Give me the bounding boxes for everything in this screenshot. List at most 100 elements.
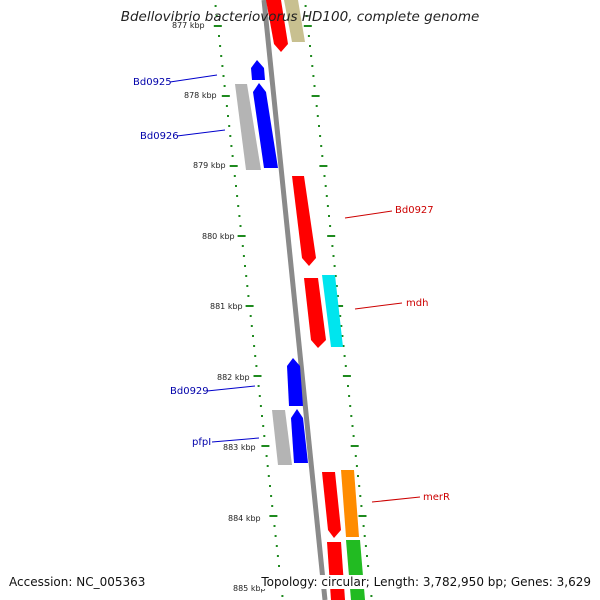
- minor-tick: [349, 405, 352, 407]
- minor-tick: [261, 415, 263, 417]
- minor-tick: [253, 345, 256, 347]
- minor-tick: [230, 145, 233, 147]
- accession-text: Accession: NC_005363: [8, 575, 147, 589]
- gene-arrow[interactable]: [327, 542, 345, 600]
- minor-tick: [219, 45, 222, 47]
- minor-tick: [348, 395, 351, 397]
- minor-tick: [267, 475, 270, 477]
- minor-tick: [323, 175, 326, 177]
- minor-tick: [265, 455, 268, 457]
- minor-tick: [222, 75, 225, 77]
- minor-tick: [354, 455, 357, 457]
- minor-tick: [239, 225, 242, 227]
- gene-label-pfpi[interactable]: pfpI: [192, 437, 211, 448]
- scale-label-879: 879 kbp: [193, 161, 226, 170]
- gene-arrow[interactable]: [322, 275, 343, 347]
- minor-tick: [355, 465, 358, 467]
- minor-tick: [273, 525, 276, 527]
- minor-tick: [357, 475, 359, 477]
- gene-label-bd0929[interactable]: Bd0929: [170, 386, 209, 397]
- minor-tick: [275, 545, 278, 547]
- minor-tick: [360, 505, 363, 507]
- major-tick: [213, 25, 222, 27]
- gene-arrow[interactable]: [251, 60, 265, 80]
- gene-arrow[interactable]: [266, 0, 288, 52]
- minor-tick: [244, 265, 246, 267]
- minor-tick: [238, 215, 241, 217]
- gene-label-mdh[interactable]: mdh: [406, 298, 428, 309]
- minor-tick: [343, 355, 346, 357]
- minor-tick-track-right: [303, 5, 375, 597]
- minor-tick: [350, 415, 353, 417]
- major-tick: [335, 305, 344, 307]
- minor-tick: [271, 505, 274, 507]
- minor-tick: [274, 535, 277, 537]
- scale-label-882: 882 kbp: [217, 373, 250, 382]
- minor-tick: [229, 135, 232, 137]
- minor-tick: [326, 205, 329, 207]
- minor-tick: [270, 495, 273, 497]
- major-tick: [358, 515, 367, 517]
- gene-arrow[interactable]: [292, 176, 316, 266]
- minor-tick: [315, 105, 318, 107]
- gene-label-bd0927[interactable]: Bd0927: [395, 205, 434, 216]
- minor-tick: [249, 315, 252, 317]
- scale-label-881: 881 kbp: [210, 302, 243, 311]
- minor-tick: [358, 485, 361, 487]
- minor-tick: [246, 285, 249, 287]
- minor-tick: [329, 225, 332, 227]
- minor-tick: [254, 355, 257, 357]
- gene-arrow[interactable]: [284, 0, 305, 42]
- minor-tick: [228, 125, 231, 127]
- gene-arrow[interactable]: [272, 410, 292, 465]
- gene-arrow[interactable]: [322, 472, 341, 538]
- minor-tick: [281, 595, 284, 597]
- gene-features: [235, 0, 365, 600]
- minor-tick: [227, 115, 229, 117]
- minor-tick: [241, 245, 244, 247]
- minor-tick: [367, 565, 370, 567]
- minor-tick: [366, 555, 368, 557]
- gene-arrow[interactable]: [346, 540, 365, 600]
- major-tick: [253, 375, 262, 377]
- gene-arrow[interactable]: [235, 84, 261, 170]
- scale-label-884: 884 kbp: [228, 514, 261, 523]
- minor-tick: [236, 195, 239, 197]
- gene-arrow[interactable]: [304, 278, 326, 348]
- genome-title: Bdellovibrio bacteriovorus HD100, comple…: [120, 9, 480, 25]
- minor-tick: [225, 105, 228, 107]
- minor-tick: [340, 325, 343, 327]
- major-tick: [303, 25, 312, 27]
- minor-tick: [263, 435, 266, 437]
- major-tick: [327, 235, 336, 237]
- minor-tick: [331, 245, 334, 247]
- minor-tick: [266, 465, 269, 467]
- gene-label-bd0925[interactable]: Bd0925: [133, 77, 172, 88]
- gene-arrow[interactable]: [291, 409, 308, 463]
- gene-arrow[interactable]: [341, 470, 359, 537]
- minor-tick: [313, 85, 316, 87]
- minor-tick: [231, 155, 234, 157]
- minor-tick: [328, 215, 330, 217]
- gene-label-merr[interactable]: merR: [423, 492, 450, 503]
- scale-label-885: 885 kbp: [233, 584, 266, 593]
- minor-tick: [305, 15, 308, 17]
- minor-tick: [352, 435, 355, 437]
- major-tick: [245, 305, 254, 307]
- minor-tick: [276, 555, 279, 557]
- major-tick: [319, 165, 328, 167]
- minor-tick: [320, 145, 323, 147]
- topology-summary: Topology: circular; Length: 3,782,950 bp…: [260, 575, 592, 589]
- major-tick: [350, 445, 359, 447]
- minor-tick: [307, 35, 310, 37]
- minor-tick: [215, 15, 218, 17]
- minor-tick: [311, 65, 314, 67]
- gene-label-bd0926[interactable]: Bd0926: [140, 131, 179, 142]
- minor-tick: [218, 35, 220, 37]
- major-tick: [229, 165, 238, 167]
- minor-tick: [324, 185, 327, 187]
- gene-arrow[interactable]: [253, 83, 278, 168]
- minor-tick: [341, 335, 344, 337]
- gene-arrow[interactable]: [287, 358, 303, 406]
- minor-tick: [220, 55, 223, 57]
